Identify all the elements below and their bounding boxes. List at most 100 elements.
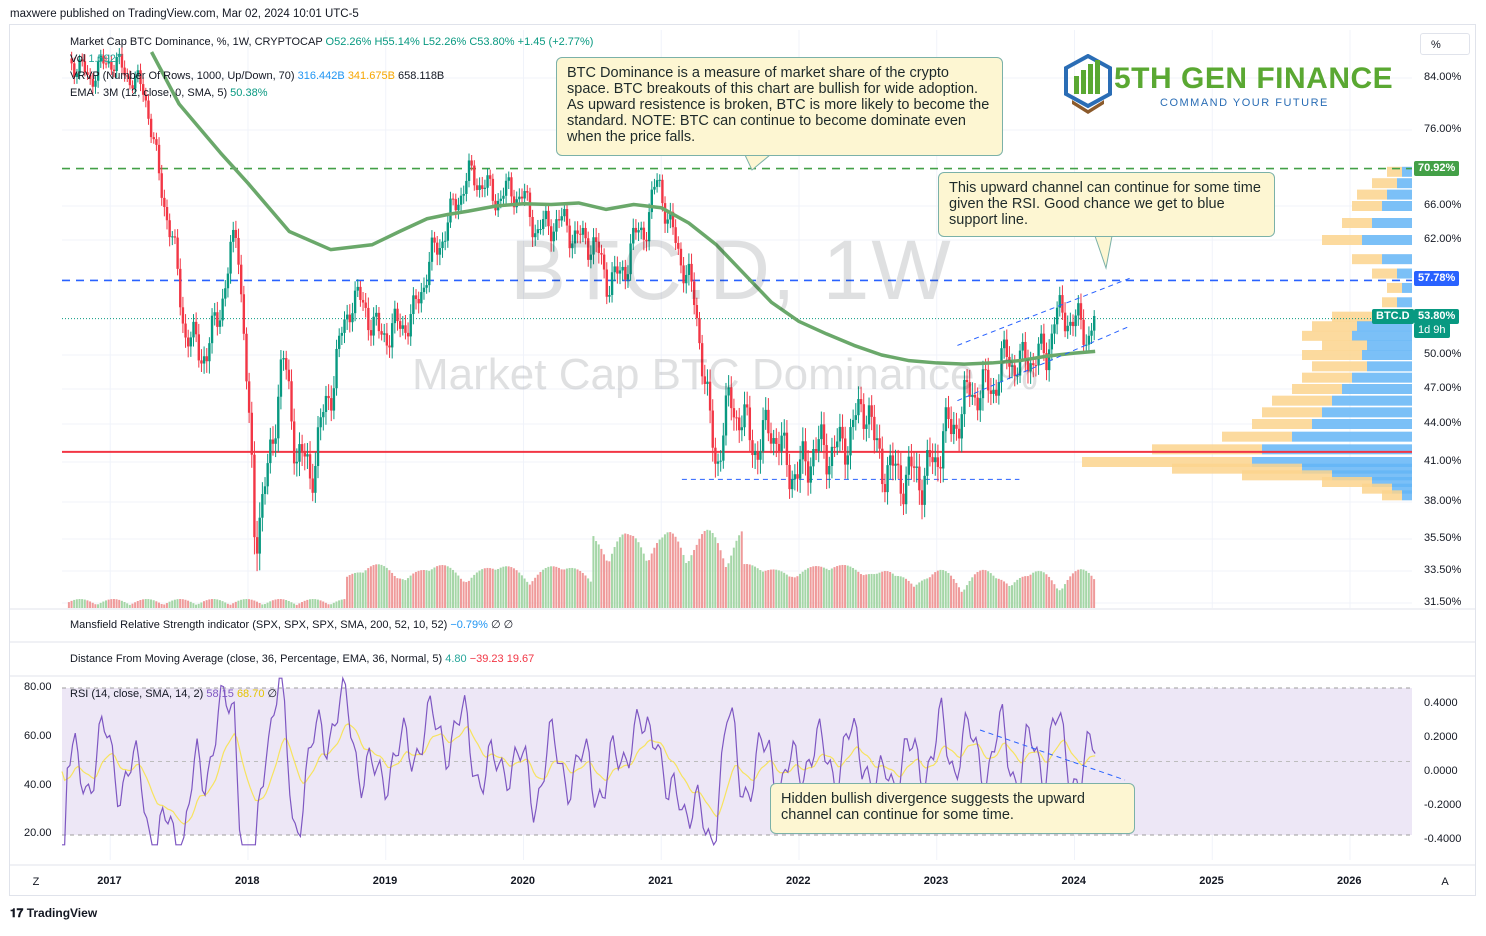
candle-body	[107, 61, 110, 64]
volume-bar	[618, 537, 621, 608]
scale-percent-button[interactable]: %	[1420, 33, 1470, 55]
candle-body	[851, 419, 855, 428]
candle-body	[239, 264, 243, 295]
volume-profile-bar	[1362, 350, 1412, 360]
volume-bar	[995, 578, 998, 608]
volume-bar	[706, 529, 709, 608]
candle-body	[441, 241, 444, 249]
rsi-label[interactable]: RSI (14, close, SMA, 14, 2)	[70, 688, 204, 700]
volume-bar	[91, 602, 94, 608]
volume-label[interactable]: Vol	[70, 53, 86, 65]
legend-symbol[interactable]: Market Cap BTC Dominance, %, 1W, CRYPTOC…	[70, 36, 323, 48]
volume-bar	[965, 585, 968, 608]
volume-bar	[626, 534, 629, 608]
volume-bar	[229, 604, 232, 608]
candle-body	[719, 460, 722, 462]
time-tick-label: 2017	[97, 875, 122, 887]
candle-body	[327, 395, 330, 399]
volume-bar	[131, 603, 134, 608]
note-pointer	[744, 154, 772, 171]
volume-bar	[428, 570, 431, 608]
vrvp-total: 658.118B	[397, 70, 445, 82]
candle-body	[401, 325, 404, 329]
candle-body	[830, 446, 834, 467]
volume-bar	[208, 599, 211, 608]
candle-body	[568, 225, 571, 249]
candle-body	[896, 463, 900, 466]
candle-body	[438, 248, 442, 255]
volume-bar	[391, 572, 394, 608]
volume-bar	[976, 571, 979, 608]
note-dominance[interactable]: BTC Dominance is a measure of market sha…	[556, 57, 1003, 156]
volume-bar	[936, 570, 939, 608]
candle-body	[812, 449, 815, 467]
tradingview-brand[interactable]: 𝟏𝟕 TradingView	[10, 906, 97, 921]
volume-bar	[963, 589, 966, 608]
volume-bar	[926, 578, 929, 608]
volume-bar	[992, 575, 995, 608]
volume-bar	[139, 600, 142, 608]
candle-body	[873, 416, 876, 441]
volume-bar	[399, 578, 402, 608]
candle-body	[338, 335, 341, 349]
volume-bar	[661, 537, 664, 608]
candle-body	[451, 198, 455, 200]
volume-bar	[319, 600, 322, 608]
candle-body	[131, 85, 134, 89]
volume-profile-bar	[1262, 407, 1322, 418]
candle-body	[1063, 312, 1067, 332]
volume-profile-bar	[1332, 311, 1372, 322]
volume-bar	[931, 574, 934, 608]
volume-bar	[804, 569, 807, 608]
volume-bar	[165, 603, 168, 608]
candle-body	[443, 240, 447, 242]
time-tick-label: 2020	[510, 875, 535, 887]
time-tick-label: 2022	[785, 875, 811, 887]
candle-body	[772, 438, 775, 444]
volume-bar	[457, 575, 460, 608]
volume-bar	[751, 565, 754, 608]
volume-bar	[629, 535, 632, 608]
volume-bar	[507, 566, 510, 608]
legend-close: C53.80%	[469, 36, 515, 48]
note-channel[interactable]: This upward channel can continue for som…	[938, 172, 1275, 237]
volume-profile-bar	[1322, 235, 1362, 245]
volume-bar	[351, 573, 354, 608]
volume-bar	[1026, 576, 1029, 608]
candle-body	[120, 53, 124, 68]
volume-profile-bar	[1252, 419, 1312, 429]
legend-mansfield: Mansfield Relative Strength indicator (S…	[70, 618, 513, 631]
volume-bar	[1029, 574, 1032, 608]
mansfield-nan: ∅ ∅	[491, 619, 514, 631]
volume-bar	[234, 601, 237, 608]
volume-bar	[290, 602, 293, 608]
volume-bar	[189, 601, 192, 608]
volume-bar	[396, 578, 399, 608]
volume-bar	[764, 570, 767, 608]
volume-bar	[616, 541, 619, 608]
dma-label[interactable]: Distance From Moving Average (close, 36,…	[70, 653, 443, 665]
auto-scale-button[interactable]: A	[1441, 876, 1449, 888]
volume-bar	[809, 567, 812, 608]
candle-body	[221, 298, 224, 321]
volume-bar	[600, 548, 603, 608]
volume-bar	[1066, 579, 1069, 608]
ema-label[interactable]: EMA · 3M (12, close, 0, SMA, 5)	[70, 87, 228, 99]
candle-body	[783, 432, 786, 436]
last-price-tag: 53.80%	[1414, 309, 1460, 324]
candle-body	[629, 243, 632, 275]
volume-profile-bar	[1292, 431, 1412, 442]
volume-bar	[865, 574, 868, 608]
candle-body	[904, 474, 908, 505]
volume-bar	[200, 602, 203, 608]
symbol-tag: BTC.D	[1372, 309, 1414, 324]
zoom-reset-button[interactable]: Z	[32, 876, 40, 888]
note-divergence[interactable]: Hidden bullish divergence suggests the u…	[770, 783, 1135, 834]
volume-bar	[759, 570, 762, 608]
vrvp-label[interactable]: VRVP (Number Of Rows, 1000, Up/Down, 70)	[70, 70, 295, 82]
candle-body	[1058, 295, 1061, 308]
volume-bar	[335, 601, 338, 608]
mansfield-label[interactable]: Mansfield Relative Strength indicator (S…	[70, 619, 448, 631]
